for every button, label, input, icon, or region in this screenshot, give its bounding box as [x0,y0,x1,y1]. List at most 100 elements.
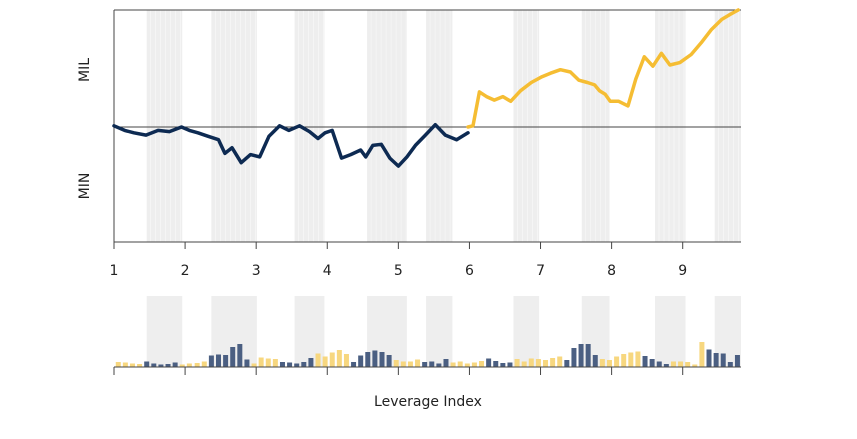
bar [165,364,171,367]
bar [663,364,669,367]
x-tick-label-2: 2 [181,263,190,279]
bar [656,361,662,367]
bar [734,355,740,367]
bar [457,361,463,367]
bar [557,356,563,367]
band-stripes-8 [718,10,739,242]
y-label-bottom: MIN [77,173,93,200]
bar [407,361,413,367]
bar [194,363,200,367]
bar [599,359,605,367]
bar [500,363,506,367]
bar [279,362,285,367]
series-lines [112,8,740,168]
bar [692,364,698,367]
x-tick-labels: 1 2 3 4 5 6 7 8 9 [110,263,688,279]
band-stripes-0 [150,10,182,242]
band-stripes-5 [517,10,538,242]
x-tick-label-9: 9 [678,263,687,279]
band-stripes-6 [585,10,607,242]
bar [244,359,250,367]
bar [329,352,335,367]
bar [237,344,243,367]
bar [322,356,328,367]
bar [614,356,620,367]
band-stripes-4 [429,10,451,242]
main-shaded-bands [146,10,741,242]
bar [179,364,185,367]
bar [216,354,221,367]
bar-ticks [113,367,684,375]
bar [564,360,570,367]
shaded-band-7 [654,10,686,242]
bar [450,362,456,367]
bar [372,350,378,367]
bar [514,359,520,367]
bar [585,344,591,367]
bar [137,364,143,367]
bar [129,363,135,367]
band-stripes-7 [658,10,685,242]
bar-shaded-band-4 [426,296,453,367]
y-label-top: MIL [77,58,93,82]
bar [294,363,300,367]
shaded-band-8 [714,10,741,242]
bar [720,353,726,367]
bar [436,363,442,367]
bar [115,362,121,367]
series-line-positive [466,8,740,129]
bar-shaded-bands [146,296,741,367]
shaded-band-4 [426,10,453,242]
bar [422,362,428,367]
bar [578,344,584,367]
bar [186,363,192,367]
bar [272,359,278,367]
x-tick-label-7: 7 [536,263,545,279]
bar [343,354,349,367]
bar [678,361,684,367]
bar [230,347,236,367]
bar [635,351,641,367]
bar [336,350,342,367]
bar [699,342,705,367]
bar [521,361,527,367]
bar [571,348,577,367]
bar [358,355,364,367]
bar [649,359,655,367]
shaded-band-1 [211,10,257,242]
bar-shaded-band-7 [654,296,686,367]
bar [415,359,421,367]
bar [429,361,435,367]
x-tick-label-4: 4 [323,263,332,279]
bar [706,349,712,367]
band-stripes-2 [298,10,324,242]
x-tick-label-3: 3 [252,263,261,279]
bar [535,359,541,367]
bar [479,361,485,367]
bar [550,358,556,367]
bar [172,362,178,367]
bar [251,363,257,367]
bar [386,355,392,367]
bar [287,362,293,367]
x-tick-label-6: 6 [465,263,474,279]
bar [464,363,470,367]
series-line-negative [112,122,470,168]
bar [493,361,499,367]
bar [158,364,164,367]
x-ticks [113,242,684,249]
bar [471,362,477,367]
bar [393,360,399,367]
bar [351,362,357,367]
bar [265,358,271,367]
bar [507,362,513,367]
bar [258,357,264,367]
bar [727,362,733,367]
bar [315,353,321,367]
band-stripes-1 [215,10,256,242]
bar [528,358,534,367]
bar [606,360,612,367]
bar [543,360,549,367]
bar [223,355,229,367]
